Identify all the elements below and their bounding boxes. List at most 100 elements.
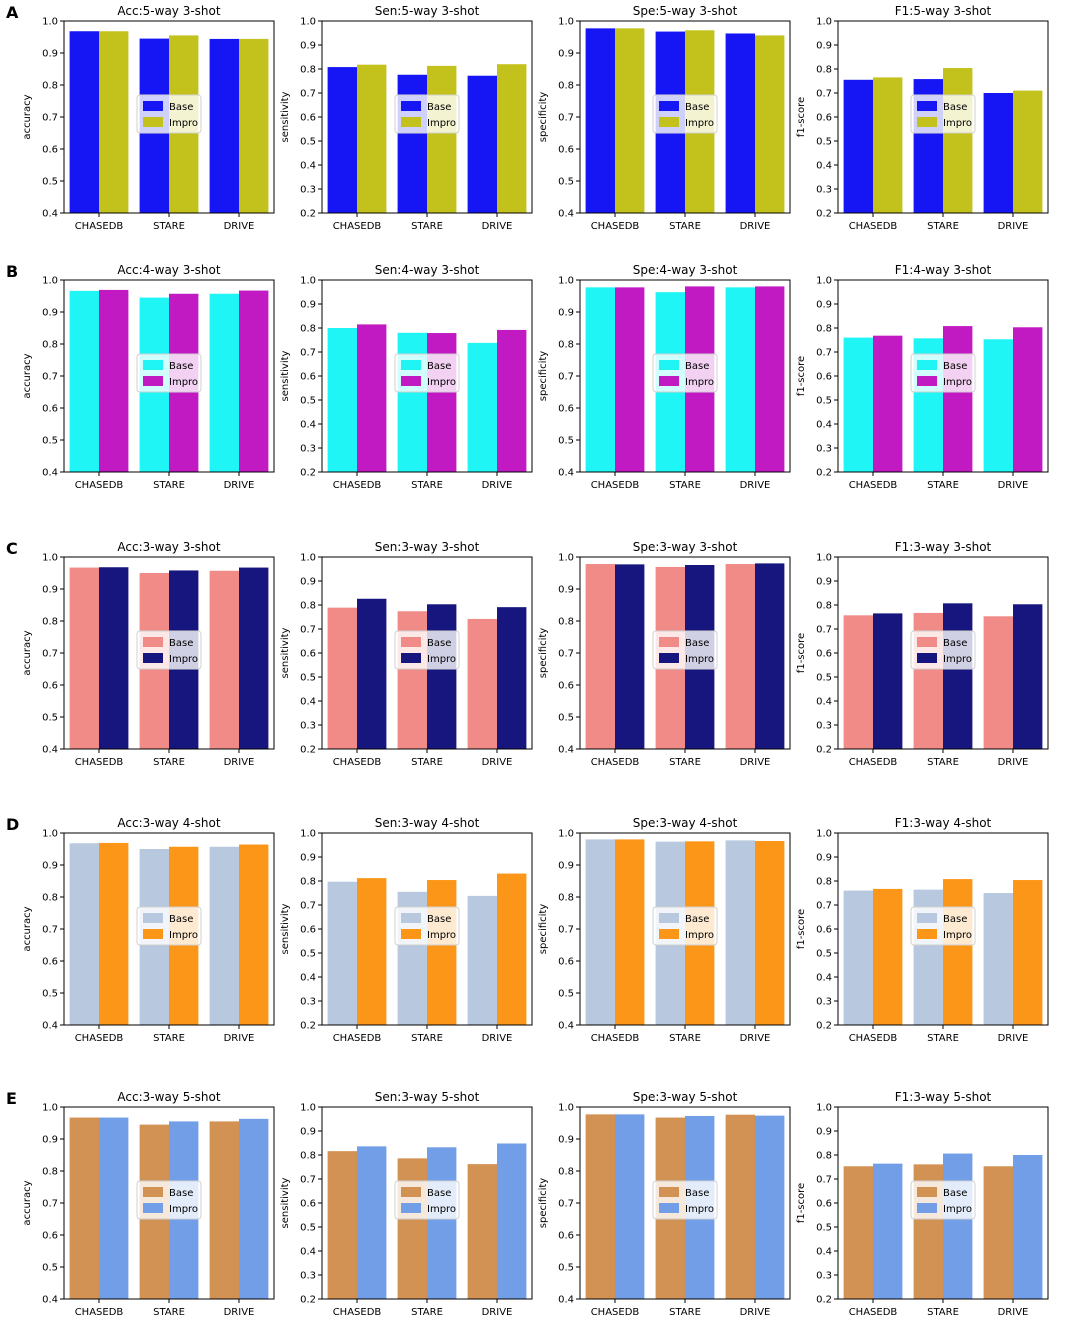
plot-frame bbox=[321, 556, 533, 750]
y-tick-label: 0.5 bbox=[42, 713, 58, 724]
legend-swatch-base bbox=[401, 101, 421, 111]
legend-swatch-impro bbox=[401, 117, 421, 127]
legend-swatch-impro bbox=[143, 1203, 163, 1213]
y-tick-label: 0.5 bbox=[300, 137, 316, 148]
chart-3-1: Sen:3-way 4-shot CHASEDB STARE DRIVE 0.2 0.3 0… bbox=[280, 816, 533, 1044]
y-tick-label: 0.2 bbox=[300, 1295, 316, 1306]
x-tick-label: DRIVE bbox=[224, 1307, 255, 1318]
y-tick-label: 0.4 bbox=[300, 161, 316, 172]
legend-swatch-impro bbox=[917, 929, 937, 939]
bar-base-chasedb bbox=[69, 290, 99, 472]
x-tick-label: DRIVE bbox=[740, 1307, 771, 1318]
x-tick-label: STARE bbox=[153, 757, 185, 768]
plot-frame bbox=[321, 20, 533, 214]
y-tick-label: 0.6 bbox=[300, 372, 316, 383]
y-tick-label: 0.7 bbox=[558, 1199, 574, 1210]
bar-impro-stare bbox=[427, 1147, 457, 1299]
y-tick-label: 0.5 bbox=[558, 177, 574, 188]
x-tick-label: CHASEDB bbox=[849, 1307, 898, 1318]
legend-label-base: Base bbox=[427, 1188, 451, 1199]
x-tick-label: STARE bbox=[411, 757, 443, 768]
legend-swatch-impro bbox=[401, 929, 421, 939]
x-tick-label: STARE bbox=[669, 757, 701, 768]
legend-label-base: Base bbox=[685, 914, 709, 925]
legend-label-base: Base bbox=[943, 102, 967, 113]
y-tick-label: 0.8 bbox=[42, 340, 58, 351]
legend-label-impro: Impro bbox=[685, 118, 714, 129]
bar-impro-stare bbox=[943, 1153, 973, 1299]
x-tick-label: DRIVE bbox=[224, 1033, 255, 1044]
y-tick-label: 1.0 bbox=[558, 829, 574, 840]
y-tick-label: 0.5 bbox=[816, 396, 832, 407]
chart-0-0: Acc:5-way 3-shot CHASEDB STARE DRIVE 0.4 0.5 0… bbox=[22, 4, 275, 232]
y-tick-label: 0.6 bbox=[300, 1199, 316, 1210]
legend-label-base: Base bbox=[169, 638, 193, 649]
y-tick-label: 0.3 bbox=[300, 444, 316, 455]
y-axis-label: specificity bbox=[538, 904, 549, 954]
bar-base-chasedb bbox=[327, 328, 357, 472]
chart-title: F1:5-way 3-shot bbox=[895, 4, 992, 18]
bar-impro-drive bbox=[497, 873, 527, 1025]
bar-impro-drive bbox=[755, 563, 785, 749]
legend: Base Impro bbox=[652, 1180, 718, 1220]
bar-impro-drive bbox=[1013, 327, 1043, 472]
bar-base-drive bbox=[725, 1114, 755, 1299]
legend-swatch-base bbox=[143, 1187, 163, 1197]
y-tick-label: 0.8 bbox=[300, 65, 316, 76]
x-tick-label: STARE bbox=[411, 1033, 443, 1044]
chart-title: Spe:3-way 3-shot bbox=[633, 540, 738, 554]
bar-base-chasedb bbox=[585, 28, 615, 213]
legend-swatch-base bbox=[143, 913, 163, 923]
x-tick-label: CHASEDB bbox=[333, 221, 382, 232]
y-tick-label: 0.8 bbox=[816, 877, 832, 888]
y-tick-label: 0.5 bbox=[300, 396, 316, 407]
legend-label-base: Base bbox=[427, 102, 451, 113]
x-tick-label: DRIVE bbox=[482, 1033, 513, 1044]
row-label-e: E bbox=[6, 1089, 17, 1108]
bar-base-chasedb bbox=[69, 1117, 99, 1299]
y-tick-label: 0.5 bbox=[816, 137, 832, 148]
legend: Base Impro bbox=[394, 353, 460, 393]
legend-swatch-impro bbox=[659, 1203, 679, 1213]
bar-base-chasedb bbox=[585, 839, 615, 1025]
y-tick-label: 0.9 bbox=[816, 1127, 832, 1138]
y-tick-label: 0.4 bbox=[42, 209, 58, 220]
legend-swatch-base bbox=[659, 101, 679, 111]
y-tick-label: 0.3 bbox=[300, 997, 316, 1008]
legend-swatch-base bbox=[917, 360, 937, 370]
x-tick-label: DRIVE bbox=[998, 757, 1029, 768]
y-tick-label: 0.7 bbox=[816, 348, 832, 359]
y-tick-label: 0.7 bbox=[558, 925, 574, 936]
y-tick-label: 0.4 bbox=[816, 697, 832, 708]
y-tick-label: 1.0 bbox=[42, 553, 58, 564]
bar-base-drive bbox=[209, 38, 239, 213]
bar-impro-drive bbox=[239, 1118, 269, 1299]
y-tick-label: 1.0 bbox=[300, 1103, 316, 1114]
bar-base-drive bbox=[983, 893, 1013, 1025]
y-tick-label: 0.6 bbox=[816, 925, 832, 936]
plot-frame bbox=[63, 20, 275, 214]
bar-base-chasedb bbox=[843, 890, 873, 1025]
bar-base-drive bbox=[209, 1121, 239, 1299]
y-tick-label: 1.0 bbox=[558, 553, 574, 564]
y-tick-label: 0.9 bbox=[42, 49, 58, 60]
legend-swatch-impro bbox=[659, 929, 679, 939]
legend-swatch-base bbox=[917, 1187, 937, 1197]
legend-swatch-impro bbox=[143, 929, 163, 939]
y-tick-label: 0.3 bbox=[816, 1271, 832, 1282]
chart-title: Spe:3-way 4-shot bbox=[633, 816, 738, 830]
x-tick-label: DRIVE bbox=[998, 480, 1029, 491]
y-tick-label: 0.4 bbox=[558, 468, 574, 479]
y-tick-label: 0.6 bbox=[558, 404, 574, 415]
legend-label-base: Base bbox=[169, 914, 193, 925]
bar-impro-drive bbox=[497, 329, 527, 472]
bar-impro-chasedb bbox=[873, 613, 903, 749]
x-tick-label: DRIVE bbox=[998, 221, 1029, 232]
y-tick-label: 0.3 bbox=[816, 997, 832, 1008]
chart-2-1: Sen:3-way 3-shot CHASEDB STARE DRIVE 0.2 0.3 0… bbox=[280, 540, 533, 768]
y-tick-label: 0.4 bbox=[42, 1295, 58, 1306]
y-tick-label: 0.9 bbox=[816, 300, 832, 311]
y-tick-label: 0.6 bbox=[42, 1231, 58, 1242]
chart-0-2: Spe:5-way 3-shot CHASEDB STARE DRIVE 0.4 0.5 0… bbox=[538, 4, 791, 232]
